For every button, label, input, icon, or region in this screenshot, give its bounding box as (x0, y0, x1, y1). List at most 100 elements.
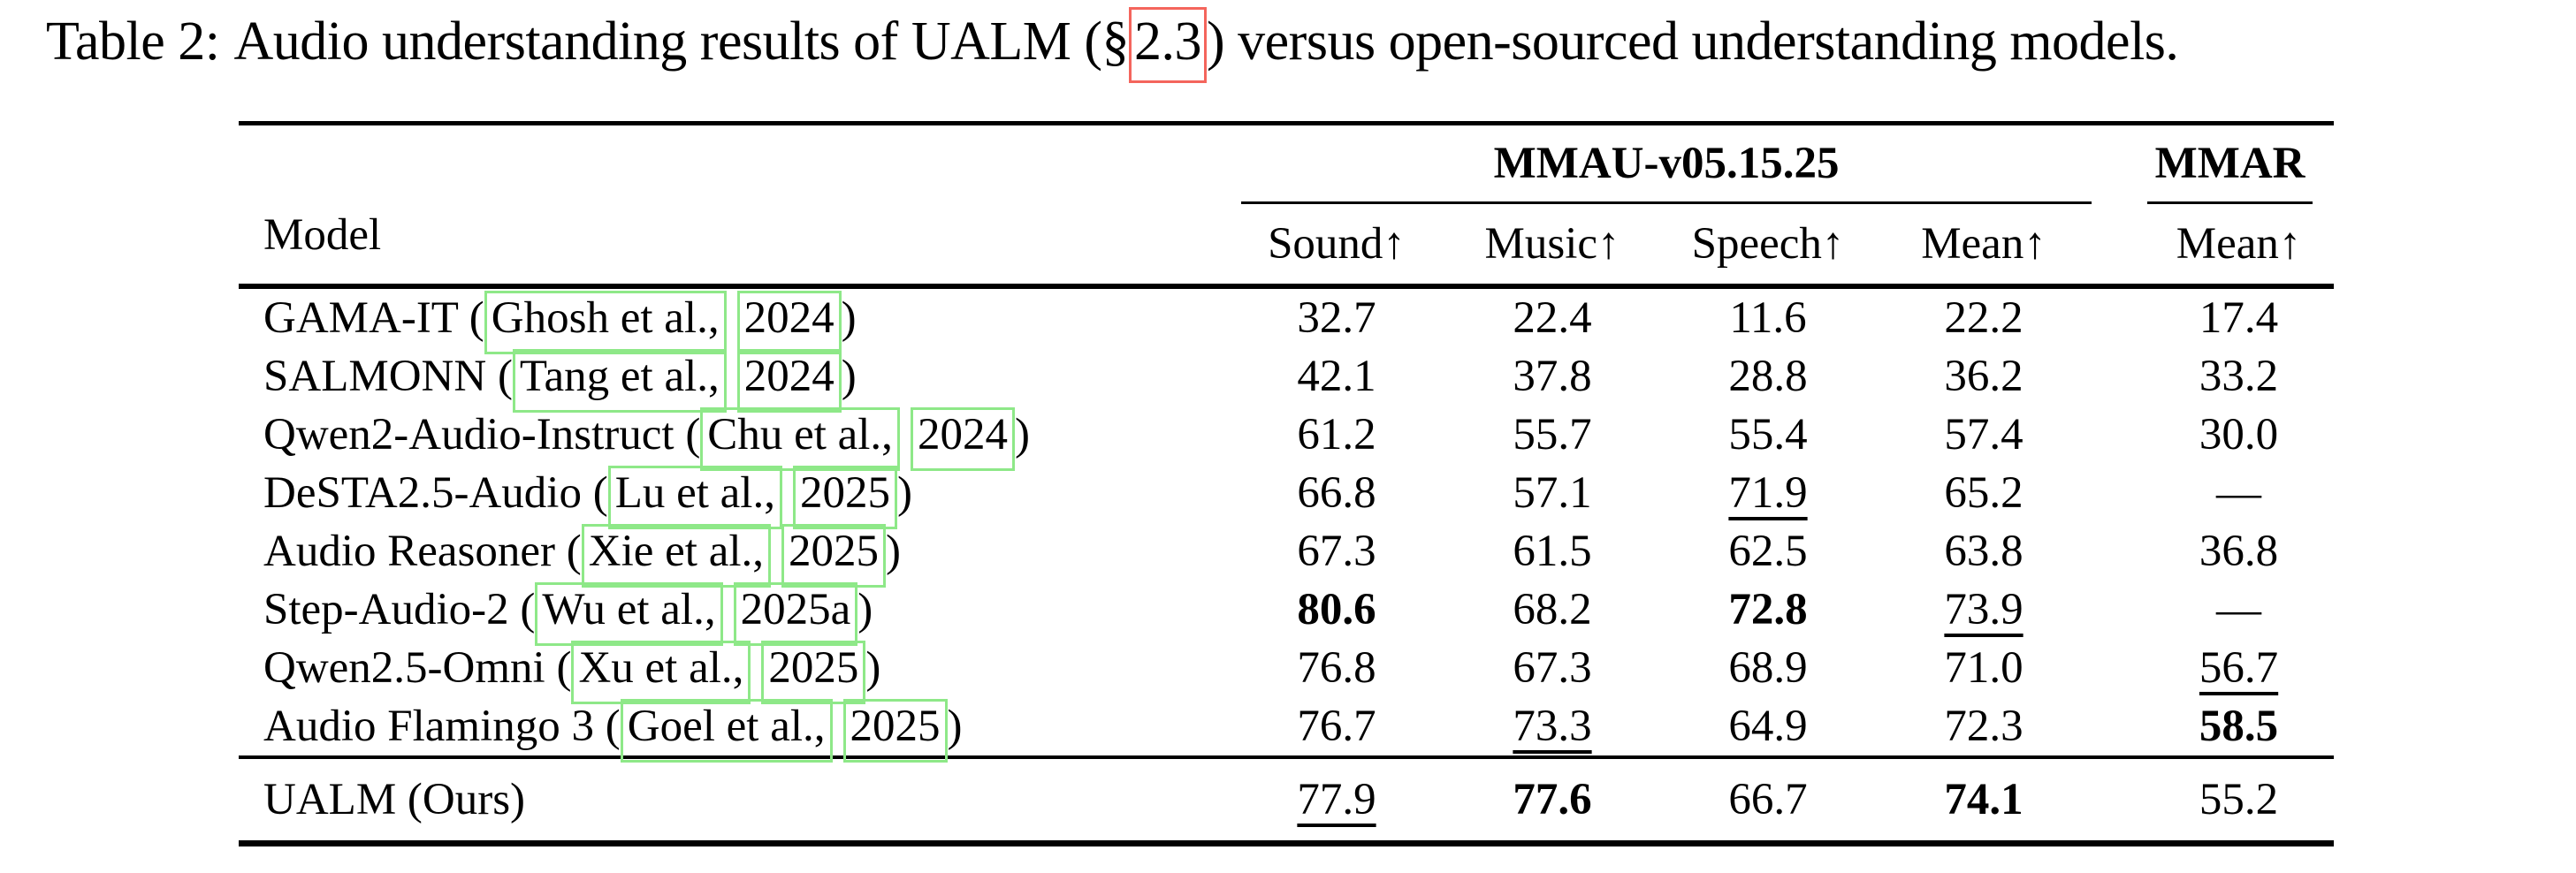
col-header-music: Music↑ (1444, 204, 1660, 289)
citation-author-link[interactable]: Tang et al., (512, 349, 727, 413)
group-header-mmau-label: MMAU-v05.15.25 (1241, 125, 2092, 204)
citation-year-link[interactable]: 2025 (792, 466, 897, 529)
cell-mean: 22.2 (1944, 293, 2023, 343)
cell-mmar: 17.4 (2199, 293, 2279, 343)
cell-speech: 66.7 (1660, 755, 1876, 844)
citation-author-link[interactable]: Ghosh et al., (484, 291, 727, 354)
cell-music: 22.4 (1513, 293, 1592, 343)
caption-text-post: ) versus open-sourced understanding mode… (1207, 11, 2179, 72)
paren-open: ( (674, 410, 701, 459)
col-header-speech: Speech↑ (1660, 204, 1876, 289)
gap-cell (2092, 406, 2144, 464)
paren-open: ( (581, 468, 608, 518)
results-table-container: Model MMAU-v05.15.25 MMAR Sound↑ Music↑ … (239, 121, 2335, 846)
paren-close: ) (865, 643, 881, 693)
group-header-mmau: MMAU-v05.15.25 (1229, 124, 2092, 204)
cell-mmar: — (2216, 585, 2262, 634)
cell-sound: 66.8 (1297, 468, 1376, 518)
model-cell: UALM (Ours) (239, 755, 1229, 844)
group-header-mmar: MMAR (2144, 124, 2334, 204)
citation-author-link[interactable]: Wu et al., (535, 582, 723, 646)
citation-author-link[interactable]: Xie et al., (581, 524, 771, 588)
paren-open: ( (458, 293, 484, 343)
section-link[interactable]: 2.3 (1129, 7, 1208, 83)
model-cell: GAMA-IT (Ghosh et al., 2024) (239, 286, 1229, 354)
cell-speech: 11.6 (1729, 293, 1807, 343)
cell-speech: 62.5 (1728, 527, 1808, 576)
ours-row: UALM (Ours) 77.9 77.6 66.7 74.1 55.2 (239, 755, 2335, 844)
model-name: Qwen2-Audio-Instruct (263, 410, 674, 459)
cell-mean: 73.9 (1944, 585, 2023, 634)
citation-year-link[interactable]: 2024 (910, 407, 1015, 471)
citation-year-link[interactable]: 2024 (736, 349, 842, 413)
citation-year-link[interactable]: 2025a (733, 582, 858, 646)
cell-speech: 68.9 (1728, 643, 1808, 693)
cell-speech: 72.8 (1728, 585, 1808, 634)
caption-text-pre: Audio understanding results of UALM (§ (233, 11, 1130, 72)
column-gap (2092, 123, 2145, 289)
cell-mmar: — (2216, 468, 2262, 518)
gap-cell (2092, 581, 2144, 639)
model-cell: SALMONN (Tang et al., 2024) (239, 347, 1229, 413)
cell-mean: 71.0 (1944, 643, 2023, 693)
paren-close: ) (886, 527, 901, 576)
model-name: Audio Flamingo 3 (263, 702, 595, 751)
paren-open: ( (594, 702, 621, 751)
cell-music: 37.8 (1513, 352, 1592, 401)
col-header-mmar-mean: Mean↑ (2144, 204, 2335, 289)
paren-close: ) (896, 468, 912, 518)
table-row: DeSTA2.5-Audio (Lu et al., 2025) 66.8 57.… (239, 464, 2334, 529)
table-row: Step-Audio-2 (Wu et al., 2025a) 80.6 68.2… (239, 581, 2334, 646)
cell-sound: 32.7 (1297, 293, 1376, 343)
gap-cell (2092, 755, 2145, 844)
cell-speech: 55.4 (1728, 410, 1808, 459)
citation-author-link[interactable]: Goel et al., (620, 699, 833, 763)
col-header-mean: Mean↑ (1876, 204, 2092, 289)
sub-header-row: Sound↑ Music↑ Speech↑ Mean↑ Mean↑ (239, 204, 2335, 289)
cell-sound: 76.7 (1297, 702, 1376, 751)
gap-cell (2092, 464, 2144, 522)
paren-close: ) (841, 352, 857, 401)
col-header-model: Model (239, 123, 1229, 289)
paren-close: ) (841, 293, 857, 343)
cell-mean: 65.2 (1944, 468, 2023, 518)
group-header-row: Model MMAU-v05.15.25 MMAR (239, 123, 2334, 289)
cell-mmar: 33.2 (2199, 352, 2279, 401)
cell-sound: 61.2 (1297, 410, 1376, 459)
table-row: Audio Reasoner (Xie et al., 2025) 67.3 61… (239, 522, 2334, 588)
table-row: SALMONN (Tang et al., 2024) 42.1 37.8 28.… (239, 347, 2334, 413)
citation-author-link[interactable]: Lu et al., (607, 466, 782, 529)
cell-music: 61.5 (1513, 527, 1592, 576)
group-header-mmar-label: MMAR (2147, 125, 2313, 204)
cell-mean: 72.3 (1944, 702, 2023, 751)
model-cell: Qwen2.5-Omni (Xu et al., 2025) (239, 639, 1229, 704)
model-cell: Audio Flamingo 3 (Goel et al., 2025) (239, 697, 1229, 763)
cell-music: 73.3 (1513, 702, 1592, 751)
citation-year-link[interactable]: 2025 (781, 524, 886, 588)
cell-mmar: 30.0 (2199, 410, 2279, 459)
cell-sound: 67.3 (1297, 527, 1376, 576)
citation-year-link[interactable]: 2024 (736, 291, 842, 354)
paren-close: ) (857, 585, 873, 634)
cell-mean: 63.8 (1944, 527, 2023, 576)
table-row: Audio Flamingo 3 (Goel et al., 2025) 76.7… (239, 697, 2334, 763)
results-table: Model MMAU-v05.15.25 MMAR Sound↑ Music↑ … (239, 121, 2335, 846)
cell-mean: 36.2 (1944, 352, 2023, 401)
model-name: SALMONN (263, 352, 487, 401)
cell-mmar: 36.8 (2199, 527, 2279, 576)
citation-author-link[interactable]: Xu et al., (571, 641, 751, 704)
citation-year-link[interactable]: 2025 (761, 641, 866, 704)
citation-year-link[interactable]: 2025 (842, 699, 948, 763)
cell-sound: 77.9 (1229, 755, 1444, 844)
model-name: GAMA-IT (263, 293, 459, 343)
model-name: UALM (Ours) (263, 775, 526, 824)
paren-open: ( (486, 352, 513, 401)
citation-author-link[interactable]: Chu et al., (700, 407, 900, 471)
cell-sound: 76.8 (1297, 643, 1376, 693)
table-row: Qwen2.5-Omni (Xu et al., 2025) 76.8 67.3 … (239, 639, 2334, 704)
cell-music: 68.2 (1513, 585, 1592, 634)
cell-mean: 57.4 (1944, 410, 2023, 459)
cell-music: 57.1 (1513, 468, 1592, 518)
cell-speech: 64.9 (1728, 702, 1808, 751)
table-row: GAMA-IT (Ghosh et al., 2024) 32.7 22.4 11… (239, 286, 2334, 354)
